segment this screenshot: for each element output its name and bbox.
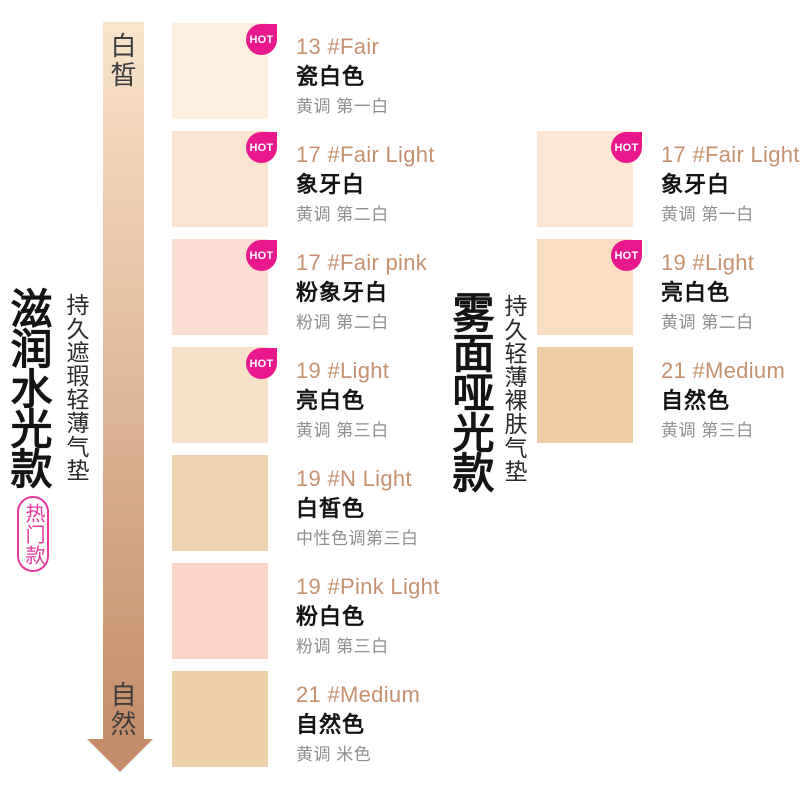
shade-code: 19 #Light — [661, 250, 755, 275]
gradient-bar — [103, 22, 144, 739]
shade-tone: 粉调 第三白 — [296, 637, 389, 657]
shade-tone: 黄调 第三白 — [296, 421, 389, 441]
shade-tone: 黄调 第二白 — [296, 205, 389, 225]
shade-code: 19 #N Light — [296, 466, 412, 491]
shade-row: HOT 17 #Fair Light 象牙白黄调 第一白 — [537, 131, 800, 227]
shade-name: 亮白色 — [296, 388, 366, 414]
shade-code: 13 #Fair — [296, 34, 380, 59]
shade-info: 19 #Light 亮白色黄调 第三白 — [296, 347, 389, 441]
shade-code: 17 #Fair pink — [296, 250, 428, 275]
shade-swatch: HOT — [172, 347, 277, 443]
axis-label-natural: 自然 — [107, 681, 137, 739]
shade-swatch — [172, 671, 268, 767]
shade-row: 19 #N Light 白皙色中性色调第三白 — [172, 455, 440, 551]
left-shade-list: HOT 13 #Fair 瓷白色黄调 第一白 HOT 17 #Fair Light 象牙白… — [172, 23, 440, 767]
shade-name: 自然色 — [296, 712, 366, 738]
hot-badge: HOT — [246, 240, 277, 271]
shade-name: 粉白色 — [296, 604, 366, 630]
shade-info: 17 #Fair pink 粉象牙白粉调 第二白 — [296, 239, 427, 333]
shade-code: 19 #Light — [296, 358, 390, 383]
shade-row: HOT 19 #Light 亮白色黄调 第三白 — [172, 347, 440, 443]
left-column-subtitle: 持久遮瑕轻薄气垫 — [63, 293, 89, 482]
hot-badge: HOT — [611, 240, 642, 271]
shade-code: 21 #Medium — [296, 682, 421, 707]
shade-row: HOT 19 #Light 亮白色黄调 第二白 — [537, 239, 800, 335]
shade-info: 19 #Pink Light 粉白色粉调 第三白 — [296, 563, 440, 657]
shade-row: HOT 17 #Fair pink 粉象牙白粉调 第二白 — [172, 239, 440, 335]
shade-code: 17 #Fair Light — [296, 142, 435, 167]
shade-swatch — [537, 347, 633, 443]
shade-swatch — [172, 563, 268, 659]
right-column-subtitle: 持久轻薄裸肤气垫 — [501, 294, 527, 483]
shade-swatch: HOT — [172, 23, 277, 119]
shade-name: 象牙白 — [661, 172, 731, 198]
shade-swatch: HOT — [537, 239, 642, 335]
shade-name: 白皙色 — [296, 496, 366, 522]
shade-name: 象牙白 — [296, 172, 366, 198]
hot-badge: HOT — [611, 132, 642, 163]
shade-tone: 黄调 米色 — [296, 745, 372, 765]
gradient-arrowhead-icon — [87, 739, 153, 772]
shade-name: 自然色 — [661, 388, 731, 414]
shade-code: 17 #Fair Light — [661, 142, 800, 167]
shade-info: 21 #Medium 自然色黄调 米色 — [296, 671, 420, 765]
shade-info: 19 #N Light 白皙色中性色调第三白 — [296, 455, 419, 549]
shade-swatch: HOT — [537, 131, 642, 227]
shade-swatch — [172, 455, 268, 551]
shade-info: 21 #Medium 自然色黄调 第三白 — [661, 347, 785, 441]
shade-info: 19 #Light 亮白色黄调 第二白 — [661, 239, 754, 333]
left-column-title: 滋润水光款 — [5, 287, 52, 487]
shade-tone: 中性色调第三白 — [296, 529, 419, 549]
shade-code: 21 #Medium — [661, 358, 786, 383]
shade-name: 粉象牙白 — [296, 280, 389, 306]
axis-label-fair: 白皙 — [107, 32, 137, 90]
shade-row: 21 #Medium 自然色黄调 第三白 — [537, 347, 800, 443]
shade-tone: 黄调 第一白 — [661, 205, 754, 225]
shade-tone: 黄调 第二白 — [661, 313, 754, 333]
shade-swatch: HOT — [172, 239, 277, 335]
shade-code: 19 #Pink Light — [296, 574, 440, 599]
shade-tone: 粉调 第二白 — [296, 313, 389, 333]
hot-badge: HOT — [246, 24, 277, 55]
shade-name: 瓷白色 — [296, 64, 366, 90]
right-shade-list: HOT 17 #Fair Light 象牙白黄调 第一白 HOT 19 #Light 亮白… — [537, 131, 800, 443]
shade-tone: 黄调 第一白 — [296, 97, 389, 117]
shade-info: 13 #Fair 瓷白色黄调 第一白 — [296, 23, 389, 117]
shade-swatch: HOT — [172, 131, 277, 227]
shade-row: HOT 13 #Fair 瓷白色黄调 第一白 — [172, 23, 440, 119]
shade-row: HOT 17 #Fair Light 象牙白黄调 第二白 — [172, 131, 440, 227]
hot-style-tag-label: 热门款 — [22, 502, 44, 566]
hot-badge: HOT — [246, 132, 277, 163]
shade-tone: 黄调 第三白 — [661, 421, 754, 441]
shade-row: 21 #Medium 自然色黄调 米色 — [172, 671, 440, 767]
hot-badge: HOT — [246, 348, 277, 379]
right-column-title: 雾面哑光款 — [447, 291, 494, 491]
hot-style-tag: 热门款 — [17, 496, 49, 572]
shade-info: 17 #Fair Light 象牙白黄调 第一白 — [661, 131, 800, 225]
shade-row: 19 #Pink Light 粉白色粉调 第三白 — [172, 563, 440, 659]
shade-name: 亮白色 — [661, 280, 731, 306]
shade-info: 17 #Fair Light 象牙白黄调 第二白 — [296, 131, 435, 225]
